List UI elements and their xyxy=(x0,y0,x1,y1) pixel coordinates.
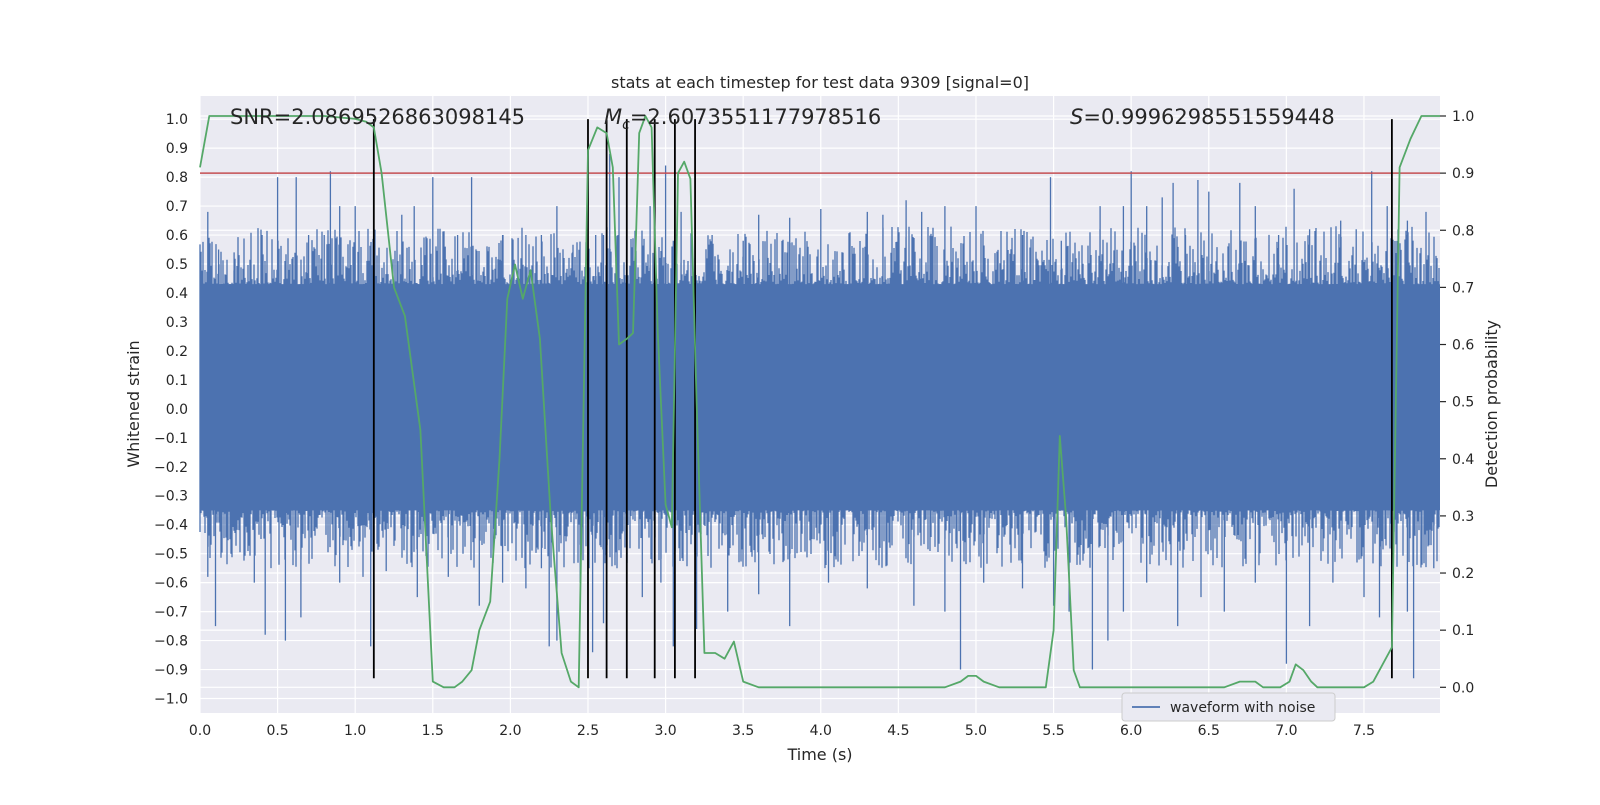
y2-tick-label: 0.9 xyxy=(1452,166,1474,182)
waveform-series xyxy=(199,153,1440,679)
y-tick-label: −0.6 xyxy=(154,576,188,592)
x-tick-label: 1.5 xyxy=(422,723,444,739)
y-tick-label: 0.6 xyxy=(166,228,188,244)
y2-tick-label: 0.4 xyxy=(1452,452,1474,468)
x-tick-label: 0.5 xyxy=(266,723,288,739)
y2-tick-label: 1.0 xyxy=(1452,109,1474,125)
s-value: =0.9996298551559448 xyxy=(1083,105,1334,129)
y2-tick-label: 0.5 xyxy=(1452,395,1474,411)
y-tick-label: 0.1 xyxy=(166,373,188,389)
mc-value: =2.6073551177978516 xyxy=(630,105,881,129)
y-tick-label: −0.1 xyxy=(154,431,188,447)
x-tick-label: 7.0 xyxy=(1275,723,1297,739)
x-tick-label: 5.0 xyxy=(965,723,987,739)
y-tick-label: −0.7 xyxy=(154,605,188,621)
x-axis-label: Time (s) xyxy=(786,745,852,764)
y-tick-label: 0.4 xyxy=(166,286,188,302)
mc-symbol: M xyxy=(604,105,622,129)
x-tick-label: 0.0 xyxy=(189,723,211,739)
y2-axis-ticks: 1.0 0.9 0.8 0.7 0.6 0.5 0.4 0.3 0.2 0.1 0.0 xyxy=(1440,109,1474,696)
y2-tick-label: 0.3 xyxy=(1452,509,1474,525)
y-tick-label: −0.2 xyxy=(154,460,188,476)
y2-tick-label: 0.2 xyxy=(1452,566,1474,582)
y-tick-label: 0.9 xyxy=(166,141,188,157)
y-tick-label: 0.3 xyxy=(166,315,188,331)
y2-axis-label: Detection probability xyxy=(1482,320,1501,488)
x-tick-label: 4.0 xyxy=(810,723,832,739)
y-tick-label: 0.5 xyxy=(166,257,188,273)
y-tick-label: 0.2 xyxy=(166,344,188,360)
y-tick-label: 0.0 xyxy=(166,402,188,418)
snr-annotation: SNR=2.0869526863098145 xyxy=(230,105,525,129)
y-tick-label: −0.4 xyxy=(154,518,188,534)
mc-subscript: c xyxy=(622,117,630,133)
y-tick-label: −0.8 xyxy=(154,634,188,650)
y2-tick-label: 0.1 xyxy=(1452,623,1474,639)
s-annotation: S=0.9996298551559448 xyxy=(1070,105,1335,129)
y2-tick-label: 0.6 xyxy=(1452,338,1474,354)
probability-line xyxy=(199,115,1440,689)
y-axis-ticks: 1.0 0.9 0.8 0.7 0.6 0.5 0.4 0.3 0.2 0.1 0.0 −0.1 −0.… xyxy=(154,112,188,707)
chart-title: stats at each timestep for test data 930… xyxy=(611,73,1029,92)
legend-box xyxy=(1121,692,1336,722)
mc-annotation: Mc=2.6073551177978516 xyxy=(604,105,881,133)
y-tick-label: 0.7 xyxy=(166,199,188,215)
x-tick-label: 6.5 xyxy=(1198,723,1220,739)
event-lines xyxy=(372,119,1393,679)
x-tick-label: 4.5 xyxy=(887,723,909,739)
legend: waveform with noise xyxy=(1121,692,1336,722)
s-symbol: S xyxy=(1070,105,1083,129)
x-tick-label: 5.5 xyxy=(1042,723,1064,739)
x-tick-label: 7.5 xyxy=(1353,723,1375,739)
y-tick-label: −1.0 xyxy=(154,692,188,708)
y-tick-label: −0.3 xyxy=(154,489,188,505)
y-tick-label: −0.5 xyxy=(154,547,188,563)
y-tick-label: 0.8 xyxy=(166,170,188,186)
y-axis-label: Whitened strain xyxy=(124,340,143,467)
x-tick-label: 6.0 xyxy=(1120,723,1142,739)
y-tick-label: 1.0 xyxy=(166,112,188,128)
x-tick-label: 3.0 xyxy=(654,723,676,739)
y2-tick-label: 0.8 xyxy=(1452,223,1474,239)
x-tick-label: 3.5 xyxy=(732,723,754,739)
x-tick-label: 2.0 xyxy=(499,723,521,739)
x-tick-label: 2.5 xyxy=(577,723,599,739)
probability-series xyxy=(199,115,1440,689)
y-tick-label: −0.9 xyxy=(154,663,188,679)
legend-label: waveform with noise xyxy=(1170,700,1315,716)
x-axis-ticks: 0.0 0.5 1.0 1.5 2.0 2.5 3.0 3.5 4.0 4.5 5.0 5.5 6.0 6… xyxy=(189,723,1375,739)
y2-tick-label: 0.7 xyxy=(1452,280,1474,296)
y2-tick-label: 0.0 xyxy=(1452,680,1474,696)
x-tick-label: 1.0 xyxy=(344,723,366,739)
